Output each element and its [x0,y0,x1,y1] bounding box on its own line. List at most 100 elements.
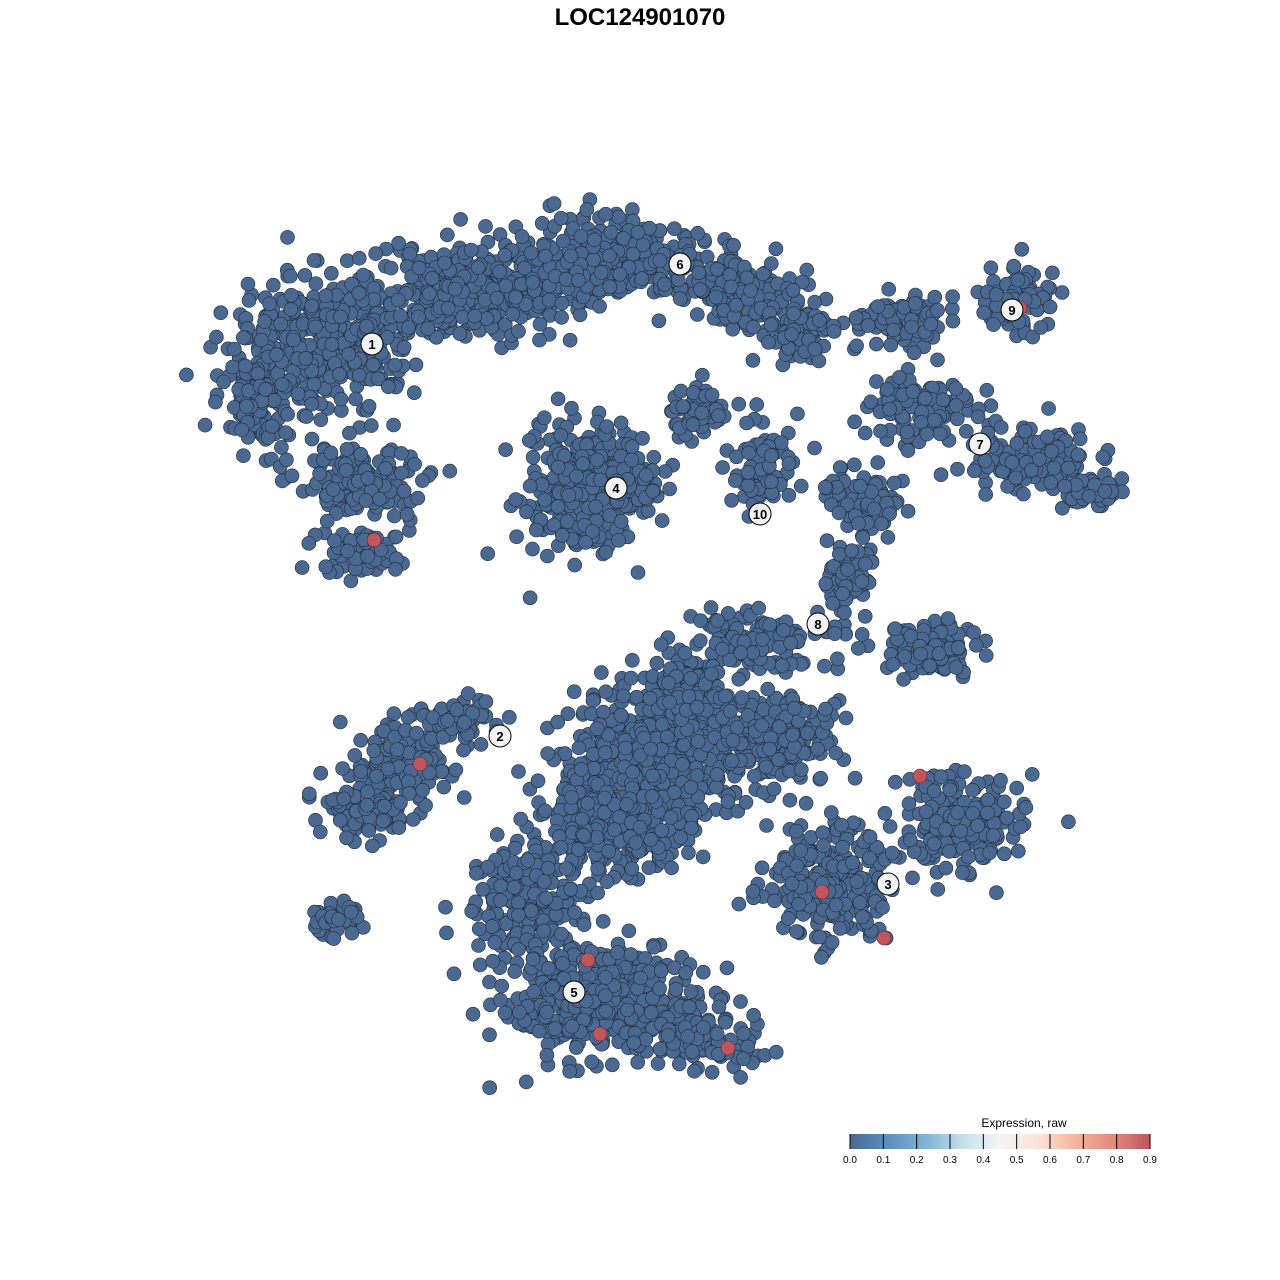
cell-point [755,632,770,647]
cell-point [824,934,840,950]
cell-point [646,449,662,465]
cell-point [598,206,614,222]
cell-point [301,535,317,551]
cell-point [662,481,677,497]
cell-point [754,860,770,876]
cell-point [361,823,377,838]
cell-point [869,336,884,352]
cell-point [896,672,911,687]
cell-point [278,425,294,441]
cell-point [725,732,741,748]
cell-point [711,408,726,424]
cell-point [848,310,864,325]
cell-point [498,278,514,294]
cell-point [762,741,777,757]
cell-point [353,732,369,748]
cell-point [1010,272,1026,288]
cell-point [857,556,873,572]
cell-point [406,385,422,401]
cell-point [1097,483,1113,499]
cell-point [976,305,992,320]
cell-point [881,281,897,297]
cell-point [294,560,310,575]
cell-point [411,309,426,325]
cell-point [279,452,294,468]
cell-point [814,949,829,965]
cell-point [227,341,242,357]
cell-point [280,230,295,245]
cell-point [399,506,415,522]
cell-point [675,399,691,414]
cell-point [440,713,456,728]
cell-point [197,417,213,433]
cell-point [479,311,495,326]
cell-point [965,782,980,798]
cell-point [818,576,834,592]
cell-point [473,737,489,752]
cell-point [522,590,538,606]
cell-point [313,765,329,781]
cell-point [340,543,355,559]
cell-point [845,855,860,871]
cell-point [478,694,494,710]
cell-point [554,310,569,325]
cell-point [875,900,890,915]
cell-point [692,633,708,649]
cell-point [410,490,426,506]
cell-point [394,465,409,481]
cell-point [554,527,570,543]
cell-point [528,522,544,538]
cell-point [388,562,403,577]
cell-point [540,746,556,761]
cell-point [388,529,404,545]
cell-point [689,307,705,322]
cell-point [877,805,893,821]
cell-point [690,734,706,749]
cell-point [811,312,827,328]
cell-point [508,289,523,305]
cell-point [825,596,840,611]
cell-point [652,253,668,268]
cell-point [480,546,496,562]
cell-point [905,870,920,886]
cell-point [304,363,320,379]
cell-point [816,838,831,854]
cell-point [612,266,628,282]
cell-point [900,443,916,458]
cell-point [761,334,776,350]
cell-point [301,786,317,802]
cell-point [1008,470,1024,486]
cell-point [854,627,870,642]
cell-point [789,858,805,874]
cell-point [1072,431,1088,447]
cell-point [617,740,633,756]
cell-point [835,839,850,855]
cell-point [447,281,463,297]
cell-point [452,326,468,342]
cell-point [781,456,797,471]
cell-point [694,367,710,383]
cell-point [1054,285,1070,300]
cell-point [457,715,472,730]
cell-point [564,790,580,805]
cell-point [511,764,526,779]
cell-point [780,911,796,926]
cell-point [784,327,800,342]
cell-point [930,352,945,368]
cell-point [857,425,873,441]
cell-point [860,318,876,333]
cell-point [818,701,833,717]
cell-point [667,221,682,236]
cell-point [919,426,935,442]
cell-point [978,487,994,502]
cell-point [453,212,468,227]
cell-point [564,400,579,416]
cell-point [339,830,354,846]
cell-point [598,684,614,700]
cell-point [336,791,352,807]
cell-point [887,621,903,637]
cell-point [1014,242,1030,257]
cell-point [807,294,823,310]
cell-point [790,406,805,422]
